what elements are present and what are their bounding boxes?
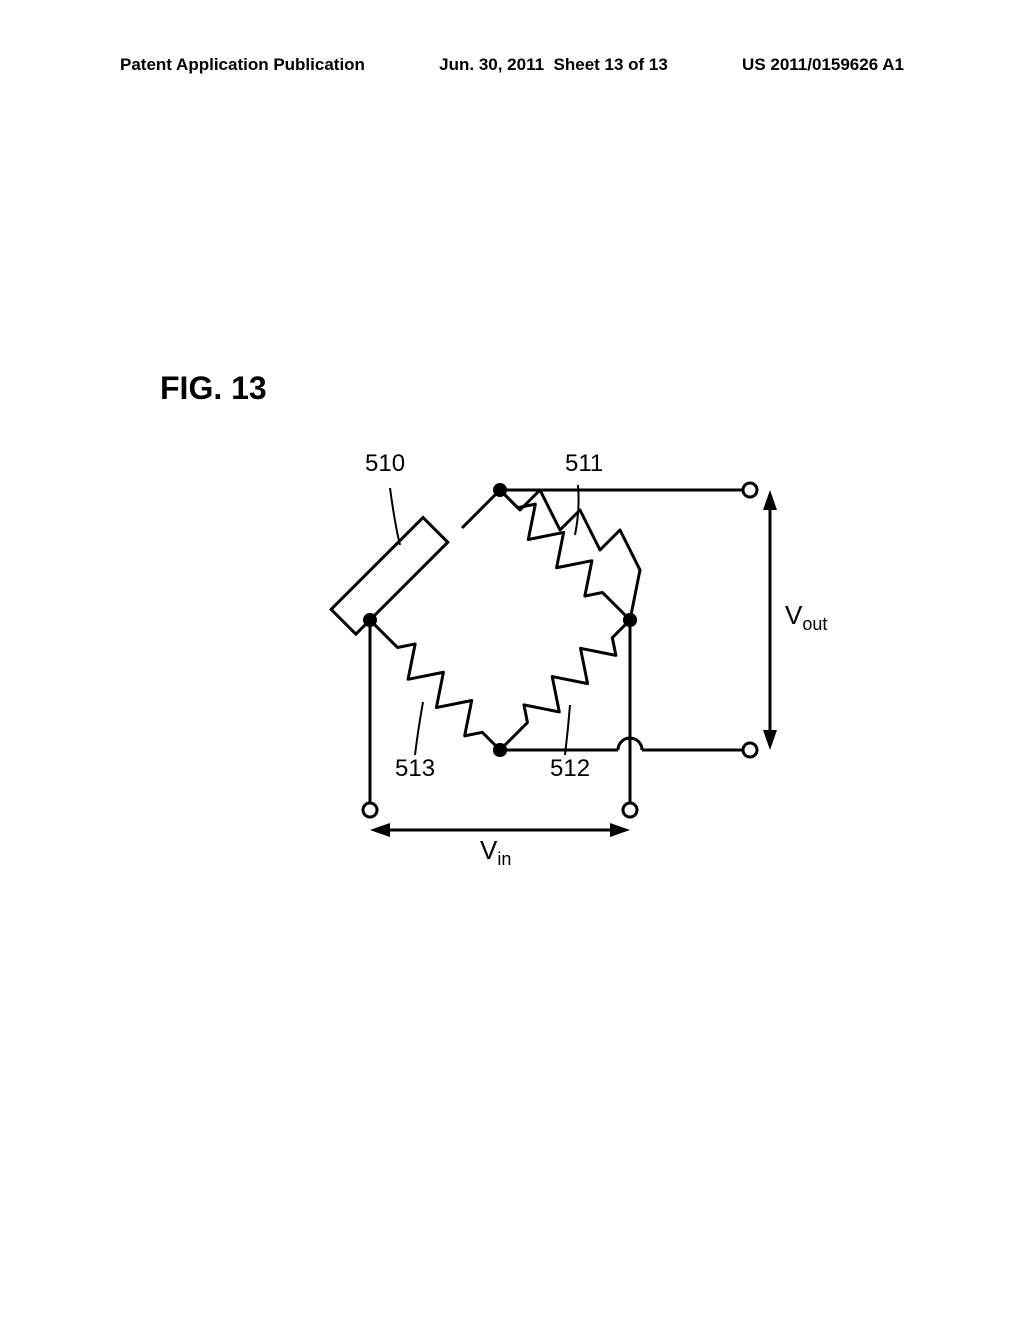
bolometer-element <box>331 488 500 634</box>
vin-arrowhead-left <box>370 823 390 837</box>
label-511: 511 <box>565 450 603 478</box>
label-513: 513 <box>395 755 435 783</box>
terminal-out-top <box>743 483 757 497</box>
terminal-out-bottom <box>743 743 757 757</box>
publication-number: US 2011/0159626 A1 <box>742 55 904 75</box>
figure-label: FIG. 13 <box>160 370 267 407</box>
vin-arrowhead-right <box>610 823 630 837</box>
terminal-in-left <box>363 803 377 817</box>
circuit-diagram: 510 511 512 513 Vout Vin <box>270 430 870 910</box>
leader-512 <box>565 705 570 755</box>
publication-type: Patent Application Publication <box>120 55 365 75</box>
resistor-513-zigzag <box>359 609 510 760</box>
vout-arrowhead-bottom <box>763 730 777 750</box>
resistor-511-zigzag <box>489 479 640 630</box>
label-vin: Vin <box>480 835 511 870</box>
vout-arrowhead-top <box>763 490 777 510</box>
resistor-511 <box>500 490 640 620</box>
resistor-512-zigzag <box>489 609 640 760</box>
label-510: 510 <box>365 450 405 478</box>
wire-out-bottom-seg1 <box>630 620 715 730</box>
label-vout: Vout <box>785 600 827 635</box>
leader-511 <box>575 485 579 535</box>
label-512: 512 <box>550 755 590 783</box>
leader-513 <box>415 702 423 755</box>
publication-date-sheet: Jun. 30, 2011 Sheet 13 of 13 <box>439 55 668 75</box>
bridge-circuit-svg <box>270 430 870 910</box>
patent-header: Patent Application Publication Jun. 30, … <box>0 55 1024 75</box>
terminal-in-right <box>623 803 637 817</box>
